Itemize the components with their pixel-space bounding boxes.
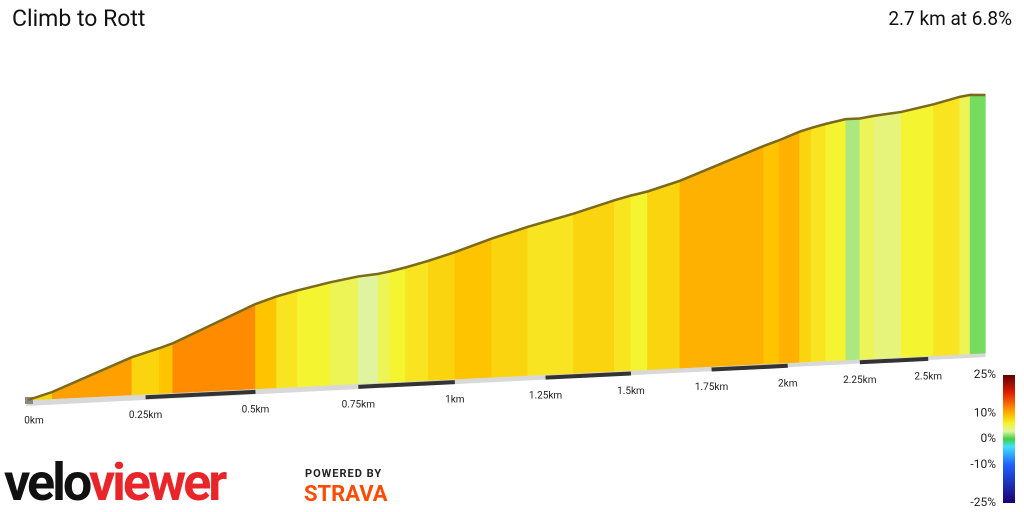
gradient-segment: [630, 191, 648, 371]
gradient-segment: [297, 281, 331, 388]
gradient-segment: [933, 96, 960, 356]
x-tick-label: 0.5km: [242, 405, 270, 416]
gradient-segment: [799, 127, 812, 363]
logo: veloviewer: [4, 452, 227, 512]
axis-band: [711, 363, 788, 372]
gradient-segment: [329, 276, 359, 386]
gradient-segment: [276, 290, 298, 389]
colorbar-label: 0%: [980, 431, 996, 445]
gradient-segment: [172, 303, 256, 394]
axis-band: [859, 356, 929, 365]
gradient-segment: [255, 296, 277, 390]
gradient-segment: [825, 118, 846, 362]
axis-band: [145, 389, 256, 400]
colorbar-label: 25%: [974, 367, 996, 381]
x-tick-label: 1.5km: [617, 386, 645, 397]
gradient-segment: [614, 195, 632, 372]
gradient-segment: [959, 94, 971, 355]
gradient-segment: [647, 180, 681, 370]
gradient-segment: [763, 139, 780, 365]
x-tick-label: 1.75km: [695, 382, 729, 393]
colorbar: [1003, 375, 1015, 503]
x-tick-label: 2.5km: [914, 372, 942, 383]
gradient-segment: [679, 145, 765, 369]
chart-title: Climb to Rott: [12, 5, 145, 32]
x-tick-label: 1.25km: [529, 390, 563, 401]
colorbar-label: -25%: [970, 495, 996, 509]
powered-by: POWERED BY: [305, 467, 382, 480]
gradient-segment: [377, 271, 391, 384]
x-tick-label: 1km: [445, 395, 465, 406]
gradient-segment: [527, 213, 574, 376]
gradient-segment: [454, 238, 493, 380]
gradient-segment: [873, 111, 902, 359]
gradient-segment: [778, 131, 800, 364]
x-tick-label: 0km: [24, 416, 44, 427]
colorbar-label: -10%: [970, 457, 996, 471]
gradient-segment: [901, 103, 934, 358]
x-tick-label: 0.75km: [342, 399, 376, 410]
x-tick-label: 2.25km: [843, 375, 877, 386]
colorbar-label: 10%: [974, 406, 996, 420]
gradient-segment: [405, 260, 429, 382]
logo-viewer: viewer: [89, 452, 227, 512]
axis-band: [358, 380, 455, 389]
gradient-segment: [573, 199, 615, 374]
gradient-segment: [810, 123, 826, 362]
x-tick-label: 0.25km: [129, 410, 163, 421]
profile-line: [27, 93, 986, 402]
strava-logo: STRAVA: [304, 482, 388, 507]
axis-band: [545, 371, 632, 380]
gradient-segment: [428, 251, 456, 381]
gradient-segment: [859, 115, 875, 360]
logo-velo: velo: [4, 452, 91, 512]
gradient-segment: [158, 342, 173, 394]
gradient-segment: [491, 226, 529, 378]
chart-subtitle: 2.7 km at 6.8%: [888, 7, 1012, 30]
x-tick-label: 2km: [778, 378, 798, 389]
gradient-segment: [845, 118, 861, 361]
gradient-segment: [358, 273, 379, 385]
gradient-segment: [389, 267, 406, 383]
gradient-segment: [969, 94, 986, 355]
